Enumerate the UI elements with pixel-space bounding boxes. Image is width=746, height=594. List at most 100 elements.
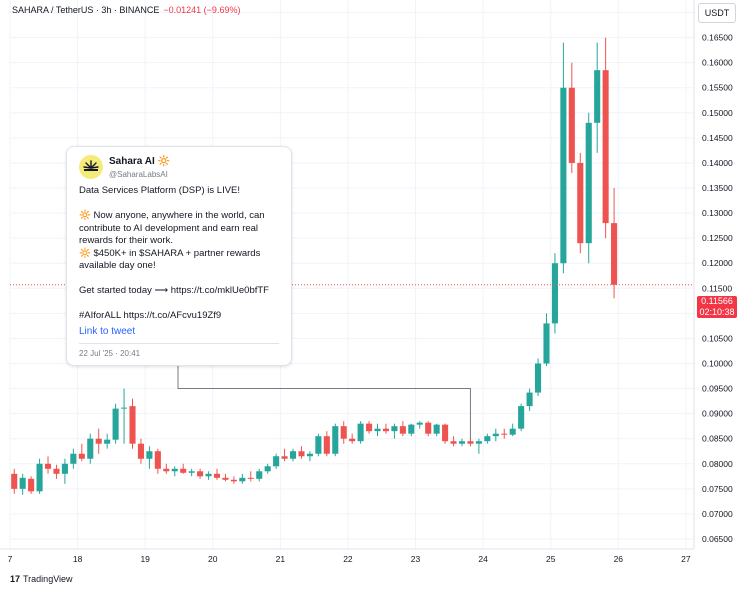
y-tick-label: 0.16000 — [702, 58, 733, 68]
candle-body — [70, 453, 77, 464]
candle-body — [281, 456, 288, 459]
candle — [349, 433, 356, 444]
y-tick-label: 0.08000 — [702, 459, 733, 469]
candle-body — [458, 441, 466, 444]
candle — [273, 453, 280, 469]
bar-countdown: 02:10:38 — [699, 307, 735, 317]
candle — [11, 468, 18, 494]
tweet-body: Data Services Platform (DSP) is LIVE! 🔆 … — [79, 185, 269, 321]
candle-body — [425, 422, 432, 434]
candle-body — [222, 477, 229, 480]
candle — [44, 456, 52, 474]
last-price-value: 0.11566 — [701, 296, 733, 306]
candle-body — [188, 471, 195, 473]
candle-body — [87, 438, 94, 459]
candle — [87, 433, 94, 464]
candle — [408, 423, 415, 437]
candles — [11, 37, 618, 495]
candle — [78, 443, 85, 462]
sahara-logo-avatar — [79, 155, 103, 179]
y-tick-label: 0.13000 — [702, 208, 733, 218]
x-tick-label: 18 — [73, 554, 83, 564]
tweet-author-handle: @SaharaLabsAI — [109, 170, 168, 179]
candle-body — [247, 477, 254, 479]
candle — [332, 423, 339, 457]
candle — [534, 358, 542, 397]
candle — [391, 423, 398, 439]
candle — [382, 423, 390, 434]
candle — [450, 436, 457, 447]
sun-icon — [83, 160, 99, 171]
y-tick-label: 0.15000 — [702, 108, 733, 118]
candle-body — [543, 323, 550, 364]
candle — [551, 253, 558, 334]
candle-body — [340, 426, 347, 439]
candle — [230, 476, 237, 484]
candle-body — [509, 428, 516, 435]
y-tick-label: 0.09500 — [702, 384, 733, 394]
candle — [467, 438, 474, 447]
symbol-label: SAHARA / TetherUS · 3h · BINANCE — [12, 5, 160, 15]
connector-line — [177, 364, 471, 444]
candle-body — [213, 473, 221, 478]
candle-body — [475, 441, 482, 444]
candle — [357, 421, 364, 444]
candle — [323, 431, 330, 457]
candle — [264, 463, 271, 474]
candle-body — [577, 162, 584, 244]
candle-body — [239, 477, 246, 482]
candle-body — [146, 451, 153, 459]
candle — [594, 42, 601, 153]
candle-body — [408, 424, 415, 434]
candle — [256, 468, 263, 482]
x-tick-label: 25 — [546, 554, 556, 564]
y-tick-label: 0.12000 — [702, 258, 733, 268]
tweet-card[interactable]: Sahara AI 🔆 @SaharaLabsAI Data Services … — [66, 146, 292, 366]
candle-body — [273, 456, 280, 467]
candle — [154, 448, 161, 474]
candle-body — [467, 441, 474, 444]
tradingview-logo-text: TradingView — [23, 574, 73, 584]
x-tick-label: 19 — [140, 554, 150, 564]
candle-body — [382, 428, 390, 432]
candle-body — [205, 473, 212, 477]
candle-body — [585, 122, 592, 244]
x-tick-label: 21 — [276, 554, 286, 564]
y-tick-label: 0.10500 — [702, 333, 733, 343]
candle — [416, 421, 423, 429]
link-to-tweet[interactable]: Link to tweet — [79, 326, 136, 337]
candle — [475, 438, 482, 454]
candle — [36, 458, 43, 494]
candle — [366, 421, 373, 434]
candle — [442, 423, 449, 444]
candle-body — [366, 423, 373, 432]
currency-unit-button[interactable]: USDT — [698, 3, 736, 23]
candle — [121, 388, 128, 444]
y-tick-label: 0.07500 — [702, 484, 733, 494]
y-tick-label: 0.14000 — [702, 158, 733, 168]
candle-body — [256, 471, 263, 479]
tweet-date: 22 Jul '25 · 20:41 — [79, 349, 141, 358]
candle-body — [526, 392, 533, 407]
tradingview-logo-icon: 17 — [10, 574, 21, 584]
candle-body — [289, 451, 297, 459]
candle — [247, 471, 254, 482]
candle — [112, 403, 119, 444]
last-price-tag: 0.11566 02:10:38 — [697, 296, 737, 318]
candle-body — [551, 263, 558, 324]
candle — [585, 112, 592, 264]
candle — [95, 428, 102, 454]
candle — [425, 421, 432, 437]
tradingview-logo[interactable]: 17 TradingView — [10, 574, 73, 584]
y-tick-label: 0.06500 — [702, 534, 733, 544]
candle — [518, 403, 525, 432]
candle-body — [602, 70, 609, 224]
candle-body — [306, 453, 313, 457]
y-tick-label: 0.12500 — [702, 233, 733, 243]
candle-body — [323, 436, 330, 454]
y-tick-label: 0.11500 — [702, 283, 732, 293]
candle-body — [112, 408, 119, 440]
candle — [222, 473, 229, 482]
candle-body — [594, 70, 601, 123]
candle — [306, 451, 313, 462]
